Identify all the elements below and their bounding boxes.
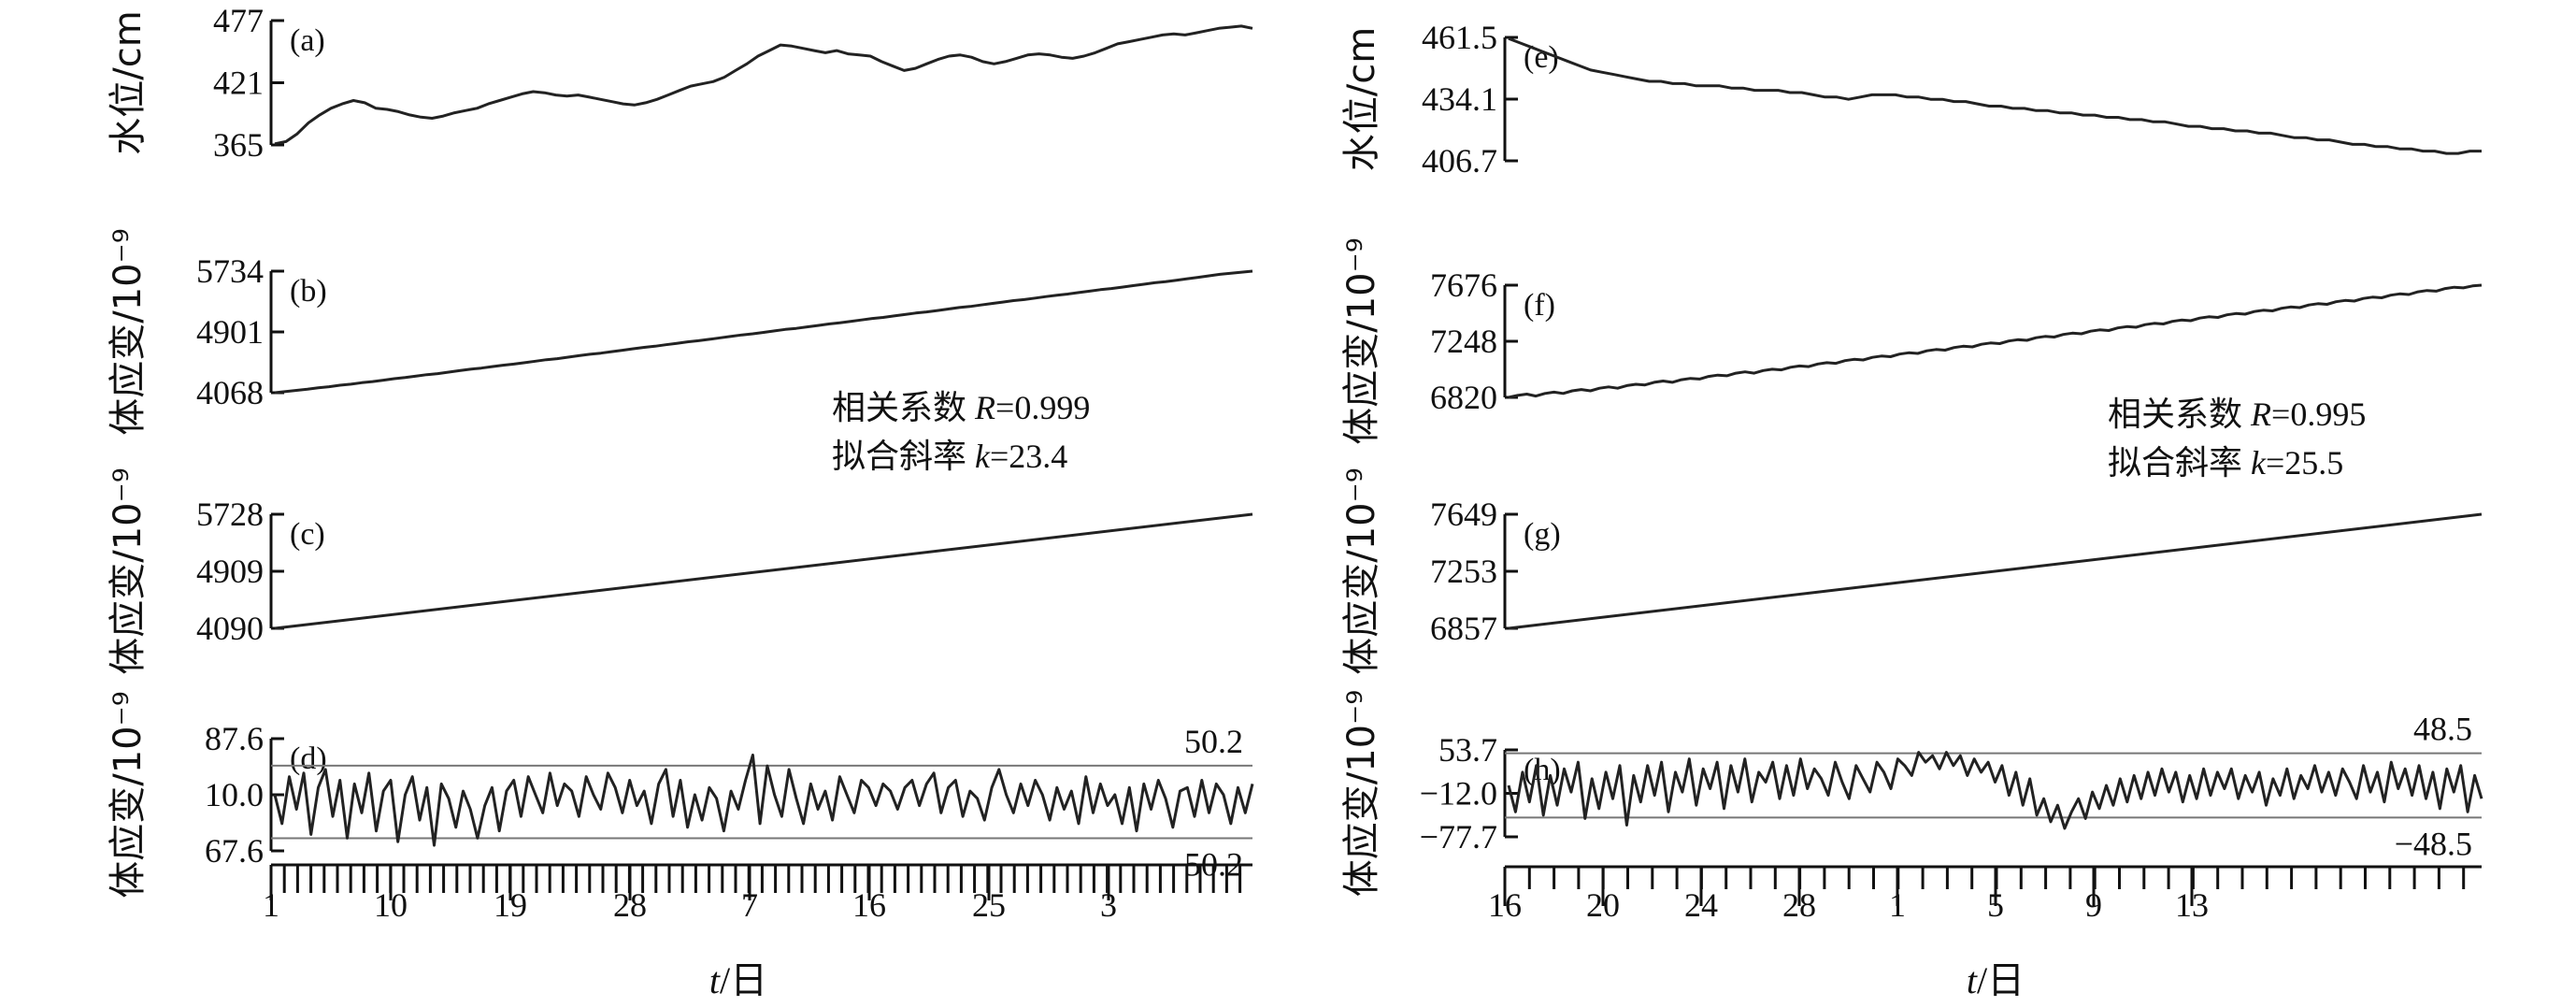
y-tick-label-c-1: 4909 (196, 553, 264, 590)
y-axis-label-e: 水位/cm (1340, 27, 1383, 171)
series-line-e-0 (1508, 36, 2482, 155)
panel-label-g: (g) (1524, 517, 1561, 552)
y-axis-label-b: 体应变/10⁻⁹ (107, 228, 150, 436)
y-tick-label-f-0: 7676 (1430, 266, 1497, 304)
left-x-axis-label: t/日 (709, 959, 767, 1001)
series-line-a-0 (274, 24, 1253, 146)
y-axis-label-f: 体应变/10⁻⁹ (1340, 237, 1383, 445)
x-tick-label-left-2: 19 (494, 886, 527, 924)
x-tick-label-right-7: 13 (2175, 886, 2209, 924)
y-tick-label-a-2: 365 (213, 126, 264, 164)
y-axis-label-d: 体应变/10⁻⁹ (107, 691, 150, 899)
right-corr-annotation: 相关系数 R=0.995 (2108, 396, 2366, 433)
y-tick-label-a-1: 421 (213, 65, 264, 102)
y-tick-label-g-1: 7253 (1430, 553, 1497, 590)
y-tick-label-f-1: 7248 (1430, 323, 1497, 360)
y-tick-label-c-2: 4090 (196, 610, 264, 647)
panel-label-c: (c) (290, 517, 325, 552)
x-tick-label-right-3: 28 (1782, 886, 1816, 924)
series-line-f-0 (1508, 283, 2483, 399)
panel-label-b: (b) (290, 274, 327, 309)
x-tick-label-right-0: 16 (1488, 886, 1522, 924)
left-corr-annotation: 相关系数 R=0.999 (832, 389, 1090, 426)
y-tick-label-e-1: 434.1 (1422, 80, 1497, 118)
panel-label-h: (h) (1524, 753, 1561, 787)
y-tick-label-c-0: 5728 (196, 496, 264, 533)
threshold-label-d-0: 50.2 (1184, 723, 1243, 760)
y-tick-label-d-0: 87.6 (205, 720, 264, 757)
left-slope-annotation: 拟合斜率 k=23.4 (832, 438, 1067, 475)
y-tick-label-b-0: 5734 (196, 252, 264, 290)
x-tick-label-right-5: 5 (1987, 886, 2004, 924)
threshold-label-h-1: −48.5 (2395, 825, 2472, 862)
y-tick-label-a-0: 477 (213, 2, 264, 39)
threshold-label-h-0: 48.5 (2413, 711, 2472, 748)
panel-label-a: (a) (290, 23, 325, 58)
x-tick-label-left-4: 7 (741, 886, 758, 924)
x-tick-label-left-5: 16 (852, 886, 886, 924)
series-line-c-0 (274, 512, 1253, 630)
y-tick-label-d-1: 10.0 (205, 776, 264, 813)
y-axis-label-a: 水位/cm (107, 10, 150, 154)
y-axis-label-g: 体应变/10⁻⁹ (1340, 468, 1383, 675)
y-axis-label-c: 体应变/10⁻⁹ (107, 468, 150, 675)
x-tick-label-left-7: 3 (1100, 886, 1117, 924)
y-tick-label-b-1: 4901 (196, 313, 264, 351)
x-tick-label-left-3: 28 (613, 886, 647, 924)
panel-label-d: (d) (290, 741, 327, 776)
x-tick-label-right-4: 1 (1889, 886, 1906, 924)
y-tick-label-h-1: −12.0 (1420, 775, 1497, 813)
panel-label-f: (f) (1524, 288, 1555, 323)
y-tick-label-g-0: 7649 (1430, 496, 1497, 533)
y-tick-label-e-0: 461.5 (1422, 19, 1497, 56)
y-tick-label-e-2: 406.7 (1422, 142, 1497, 180)
y-tick-label-f-2: 6820 (1430, 379, 1497, 416)
series-line-b-0 (274, 269, 1253, 395)
y-tick-label-h-2: −77.7 (1420, 818, 1497, 856)
series-line-d-0 (273, 754, 1254, 847)
y-tick-label-g-2: 6857 (1430, 610, 1497, 647)
x-tick-label-left-1: 10 (374, 886, 408, 924)
series-line-h-0 (1507, 751, 2483, 830)
y-tick-label-d-2: 67.6 (205, 832, 264, 870)
y-tick-label-b-2: 4068 (196, 374, 264, 411)
right-slope-annotation: 拟合斜率 k=25.5 (2108, 444, 2343, 482)
y-tick-label-h-0: 53.7 (1438, 731, 1497, 769)
right-x-axis-label: t/日 (1967, 959, 2025, 1001)
x-tick-label-left-0: 1 (263, 886, 279, 924)
y-axis-label-h: 体应变/10⁻⁹ (1340, 690, 1383, 898)
series-line-g-0 (1508, 512, 2483, 630)
x-tick-label-right-2: 24 (1684, 886, 1718, 924)
x-tick-label-left-6: 25 (972, 886, 1006, 924)
x-tick-label-right-6: 9 (2085, 886, 2102, 924)
x-tick-label-right-1: 20 (1586, 886, 1620, 924)
